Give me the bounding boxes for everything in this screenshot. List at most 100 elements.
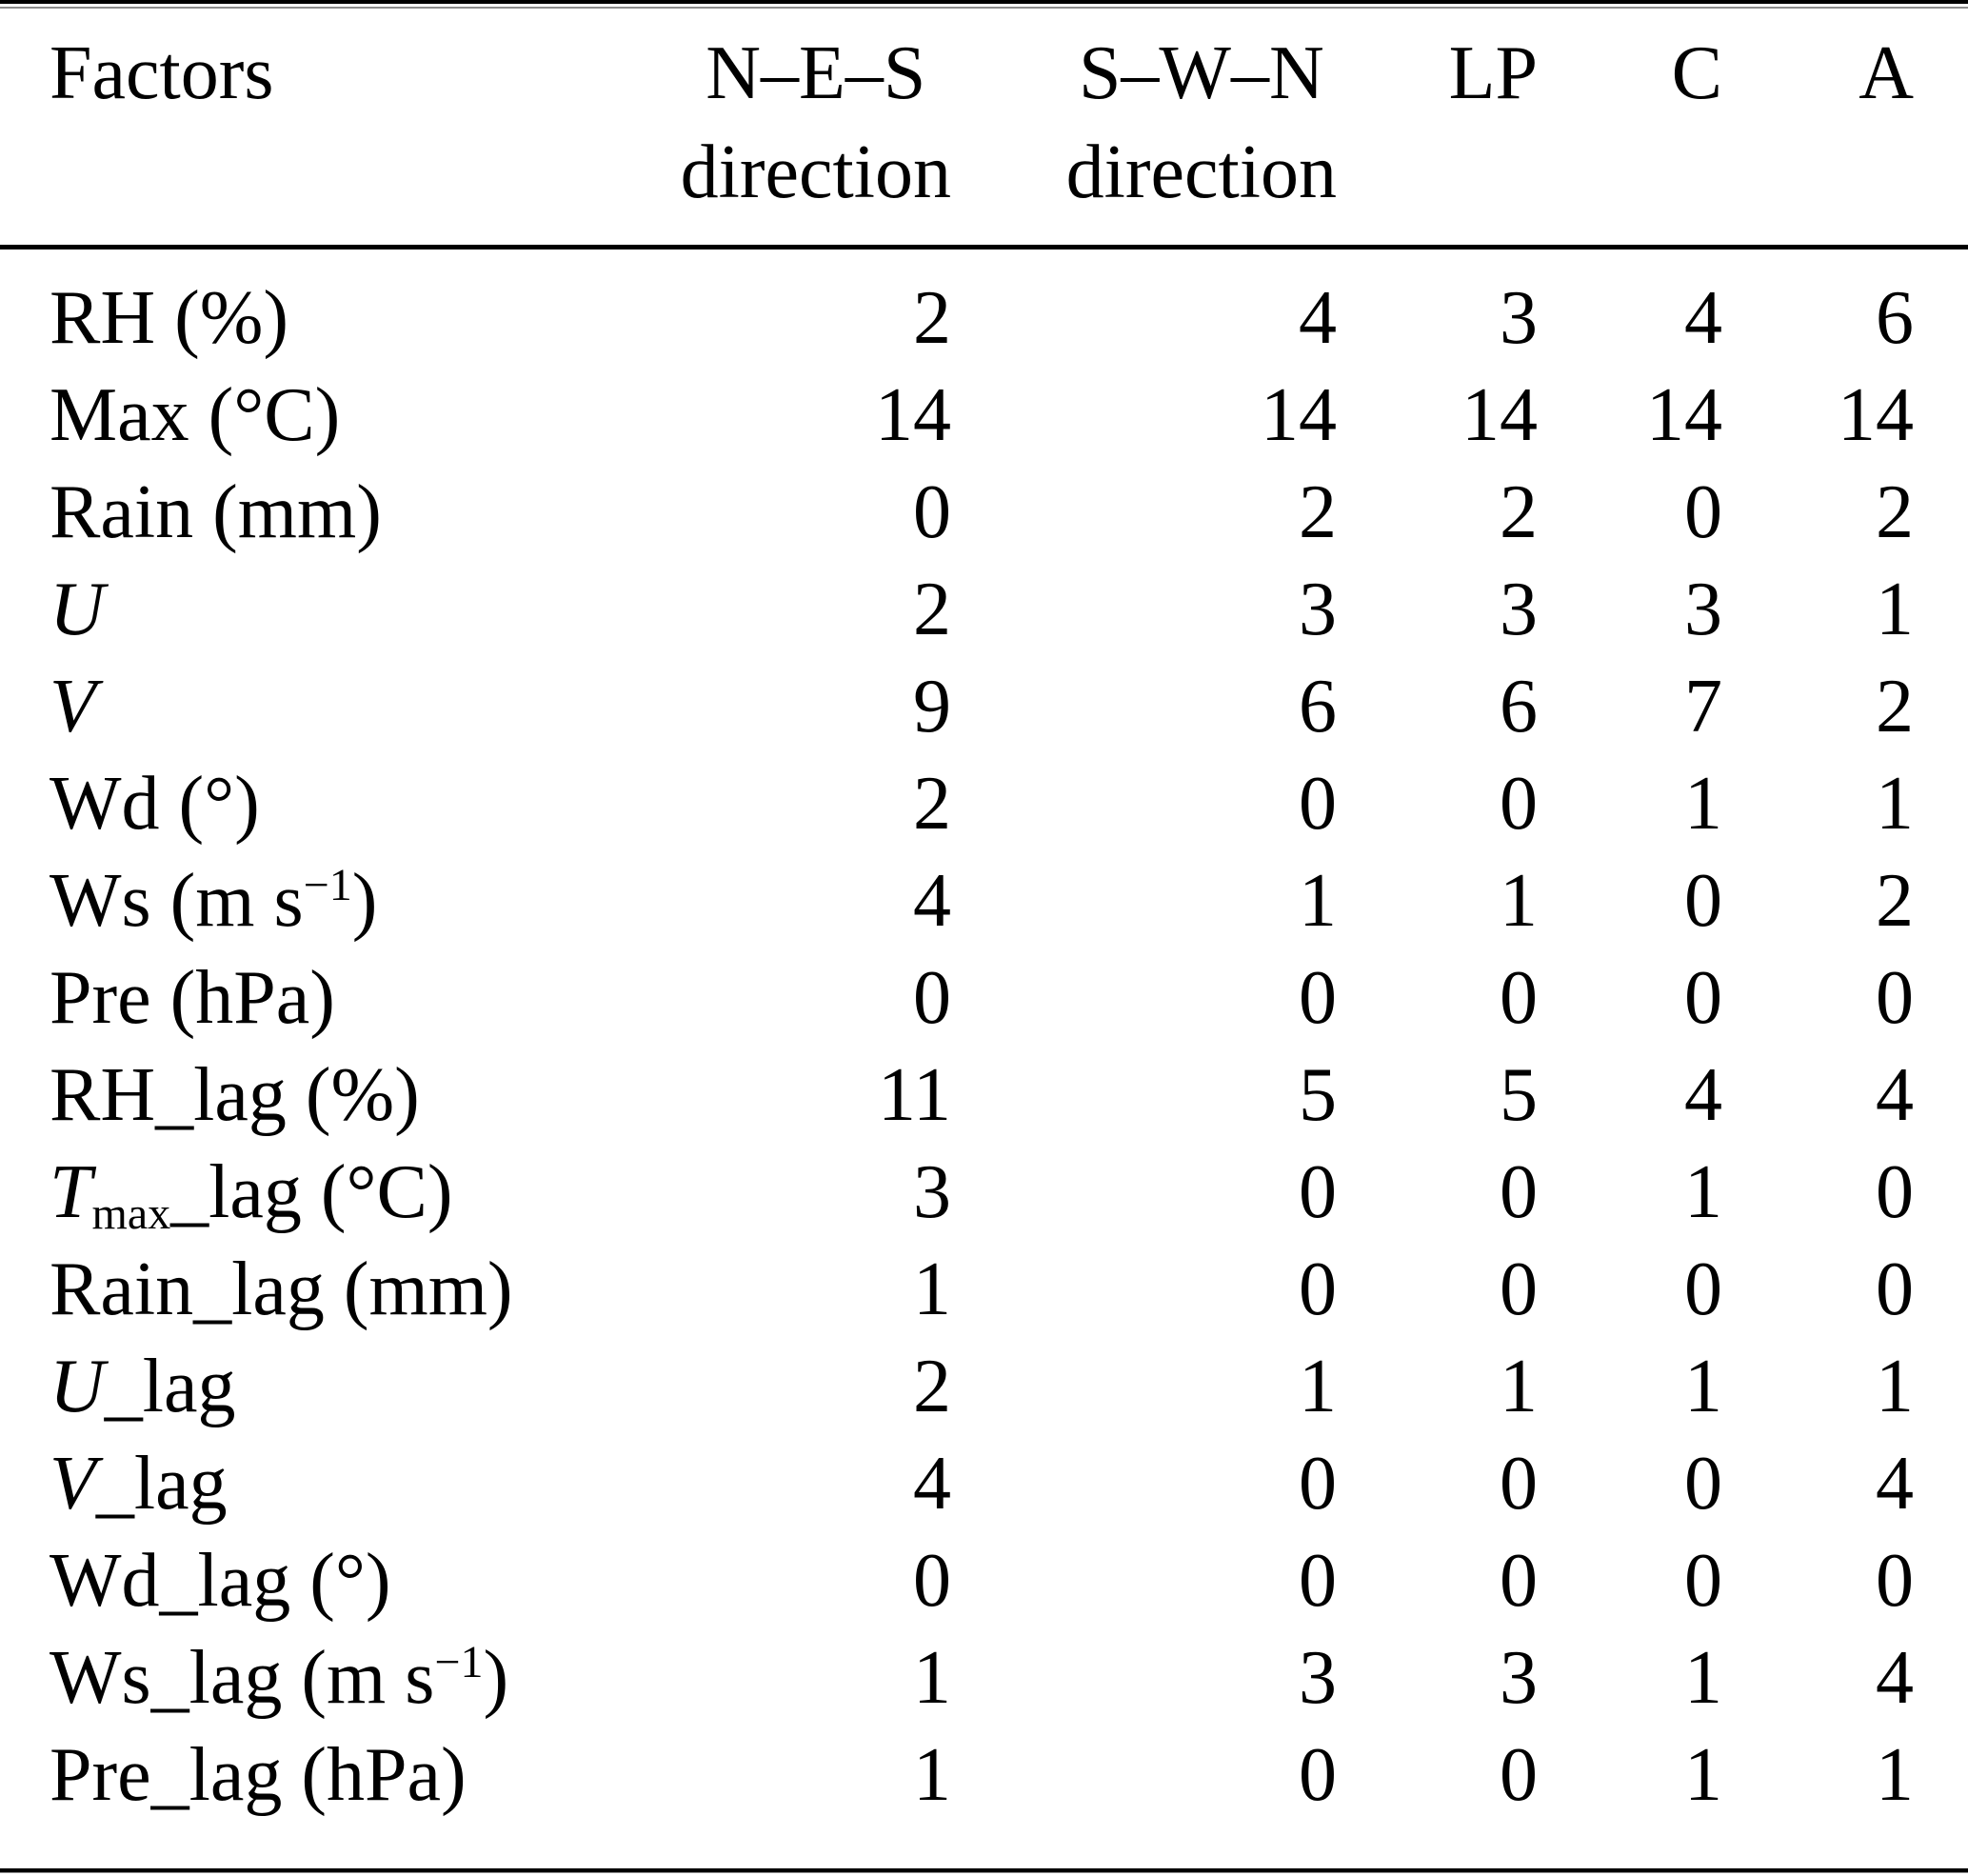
- cell-value: 4: [1684, 275, 1722, 360]
- cell-value: 0: [1299, 1149, 1337, 1234]
- cell-value: 0: [1500, 761, 1538, 846]
- row-label: V_lag: [50, 1441, 228, 1526]
- row-label: Rain (mm): [50, 469, 382, 554]
- cell-value: 14: [1838, 372, 1914, 457]
- cell-value: 1: [913, 1732, 951, 1817]
- cell-value: 1: [1684, 1149, 1722, 1234]
- cell-value: 1: [1876, 761, 1914, 846]
- cell-value: 7: [1684, 664, 1722, 748]
- table-row: Pre_lag (hPa) 1 0 0 1 1: [0, 1726, 1968, 1824]
- cell-value: 3: [1500, 1635, 1538, 1720]
- cell-value: 3: [1684, 567, 1722, 651]
- row-label: Pre (hPa): [50, 955, 335, 1040]
- table-row: V_lag 4 0 0 0 4: [0, 1435, 1968, 1532]
- cell-value: 1: [913, 1247, 951, 1331]
- cell-value: 1: [1684, 1344, 1722, 1428]
- cell-value: 1: [913, 1635, 951, 1720]
- row-label: Rain_lag (mm): [50, 1247, 513, 1331]
- cell-value: 0: [1684, 1441, 1722, 1526]
- cell-value: 2: [1876, 469, 1914, 554]
- row-label: Ws (m s−1): [50, 858, 378, 943]
- cell-value: 4: [1876, 1635, 1914, 1720]
- cell-value: 0: [1299, 761, 1337, 846]
- cell-value: 0: [1500, 1149, 1538, 1234]
- table-row: Rain_lag (mm) 1 0 0 0 0: [0, 1241, 1968, 1338]
- cell-value: 0: [1876, 955, 1914, 1040]
- col-header-nes-direction: N–E–S direction: [533, 9, 952, 249]
- cell-value: 3: [1299, 1635, 1337, 1720]
- header-row: Factors N–E–S direction S–W–N direction LP…: [0, 9, 1968, 249]
- table-row: Wd (°) 2 0 0 1 1: [0, 755, 1968, 852]
- cell-value: 0: [1299, 955, 1337, 1040]
- cell-value: 3: [1500, 275, 1538, 360]
- cell-value: 0: [1500, 955, 1538, 1040]
- row-label: RH (%): [50, 275, 289, 360]
- row-label: Wd (°): [50, 761, 260, 846]
- table-header: Factors N–E–S direction S–W–N direction LP…: [0, 9, 1968, 249]
- table-row: Tmax_lag (°C) 3 0 0 1 0: [0, 1144, 1968, 1241]
- cell-value: 1: [1684, 1732, 1722, 1817]
- table-row: RH (%) 2 4 3 4 6: [0, 247, 1968, 367]
- cell-value: 0: [1684, 1538, 1722, 1623]
- cell-value: 6: [1876, 275, 1914, 360]
- bottom-rule-thin: [0, 1872, 1968, 1873]
- cell-value: 14: [875, 372, 951, 457]
- cell-value: 3: [913, 1149, 951, 1234]
- table-row: Max (°C) 14 14 14 14 14: [0, 367, 1968, 464]
- row-label: Pre_lag (hPa): [50, 1732, 467, 1817]
- row-label: RH_lag (%): [50, 1052, 420, 1137]
- cell-value: 0: [913, 1538, 951, 1623]
- factors-table: Factors N–E–S direction S–W–N direction LP…: [0, 9, 1968, 1824]
- table-row: Wd_lag (°) 0 0 0 0 0: [0, 1532, 1968, 1629]
- top-rule-gap: [0, 4, 1968, 7]
- cell-value: 0: [1299, 1441, 1337, 1526]
- cell-value: 1: [1684, 761, 1722, 846]
- cell-value: 4: [1684, 1052, 1722, 1137]
- col-header-a-label: A: [1859, 31, 1914, 115]
- bottom-rule-thick: [0, 1868, 1968, 1872]
- cell-value: 0: [1684, 1247, 1722, 1331]
- cell-value: 2: [1876, 858, 1914, 943]
- col-header-factors-label: Factors: [50, 31, 274, 115]
- cell-value: 0: [1500, 1538, 1538, 1623]
- cell-value: 1: [1299, 1344, 1337, 1428]
- table-row: Ws (m s−1) 4 1 1 0 2: [0, 852, 1968, 949]
- cell-value: 0: [913, 469, 951, 554]
- cell-value: 11: [877, 1052, 951, 1137]
- cell-value: 6: [1299, 664, 1337, 748]
- cell-value: 2: [913, 275, 951, 360]
- cell-value: 1: [1876, 1344, 1914, 1428]
- cell-value: 0: [1299, 1247, 1337, 1331]
- cell-value: 0: [1299, 1732, 1337, 1817]
- cell-value: 1: [1876, 567, 1914, 651]
- cell-value: 4: [1299, 275, 1337, 360]
- row-label: Max (°C): [50, 372, 341, 457]
- cell-value: 4: [1876, 1052, 1914, 1137]
- cell-value: 5: [1299, 1052, 1337, 1137]
- row-label: U_lag: [50, 1344, 236, 1428]
- cell-value: 0: [1684, 858, 1722, 943]
- col-header-c-label: C: [1671, 31, 1722, 115]
- table-row: Rain (mm) 0 2 2 0 2: [0, 464, 1968, 561]
- cell-value: 14: [1646, 372, 1722, 457]
- cell-value: 2: [1876, 664, 1914, 748]
- top-rule-thin: [0, 7, 1968, 9]
- row-label: Tmax_lag (°C): [50, 1149, 453, 1239]
- col-header-nes-line1: N–E–S: [706, 31, 926, 115]
- cell-value: 1: [1684, 1635, 1722, 1720]
- cell-value: 3: [1500, 567, 1538, 651]
- table-body: RH (%) 2 4 3 4 6 Max (°C) 14 14 14 14 14 Rain (mm) 0 2…: [0, 247, 1968, 1824]
- cell-value: 5: [1500, 1052, 1538, 1137]
- cell-value: 0: [1500, 1732, 1538, 1817]
- cell-value: 2: [1500, 469, 1538, 554]
- cell-value: 0: [1876, 1149, 1914, 1234]
- row-label: Wd_lag (°): [50, 1538, 391, 1623]
- cell-value: 1: [1500, 1344, 1538, 1428]
- cell-value: 14: [1261, 372, 1337, 457]
- table-row: Ws_lag (m s−1) 1 3 3 1 4: [0, 1629, 1968, 1726]
- col-header-lp: LP: [1338, 9, 1539, 249]
- col-header-swn-line1: S–W–N: [1078, 31, 1324, 115]
- cell-value: 0: [1500, 1441, 1538, 1526]
- cell-value: 6: [1500, 664, 1538, 748]
